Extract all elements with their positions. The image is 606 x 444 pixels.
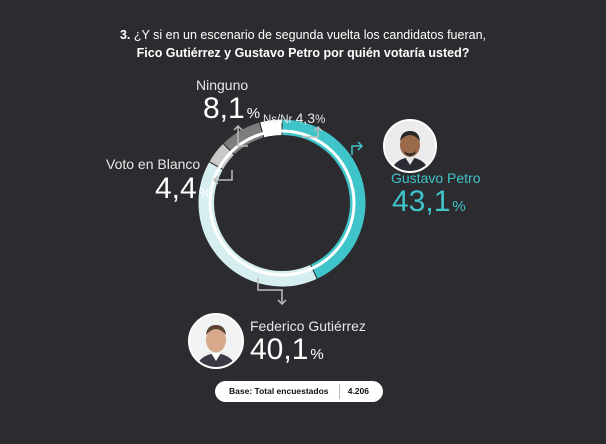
gutierrez-avatar [188, 313, 244, 369]
base-total-badge: Base: Total encuestados 4.206 [215, 381, 383, 402]
ninguno-name: Ninguno [196, 77, 249, 93]
gutierrez-name: Federico Gutiérrez [250, 318, 366, 334]
petro-value: 43,1% [392, 185, 466, 218]
base-divider [339, 384, 340, 399]
question-number: 3. [119, 28, 131, 42]
nsnr-connector-icon [302, 125, 323, 138]
petro-connector-icon [351, 141, 364, 155]
base-label: Base: Total encuestados [229, 386, 329, 396]
blanco-value: 4,4% [155, 172, 213, 205]
petro-name: Gustavo Petro [391, 170, 481, 186]
blanco-name: Voto en Blanco [106, 156, 201, 172]
question-line-1: ¿Y si en un escenario de segunda vuelta … [133, 28, 486, 42]
question-line-2: Fico Gutiérrez y Gustavo Petro por quién… [136, 46, 470, 60]
ninguno-value: 8,1% [203, 92, 261, 125]
donut-inner-ring [208, 129, 356, 277]
nsnr-label: Ns/Nr 4,3% [263, 110, 326, 126]
base-value: 4.206 [347, 386, 369, 396]
chart-title: 3. ¿Y si en un escenario de segunda vuel… [0, 26, 606, 62]
gutierrez-connector-icon [257, 278, 287, 306]
donut-hole [214, 135, 350, 271]
petro-avatar [383, 119, 437, 173]
blanco-connector-icon [212, 170, 233, 185]
person-portrait-icon [190, 315, 242, 367]
person-portrait-icon [385, 121, 435, 171]
gutierrez-value: 40,1% [250, 333, 324, 366]
ninguno-connector-icon [233, 124, 248, 147]
